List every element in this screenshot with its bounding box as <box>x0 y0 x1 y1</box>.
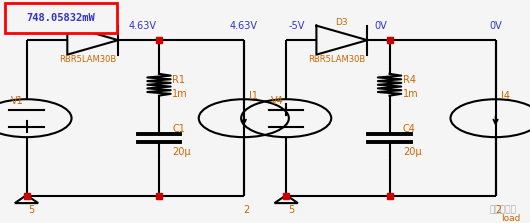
Text: R4: R4 <box>403 75 416 85</box>
Text: 5: 5 <box>29 205 35 215</box>
Text: 748.05832mW: 748.05832mW <box>26 13 95 23</box>
Text: 2: 2 <box>495 205 501 215</box>
Text: load: load <box>501 214 520 223</box>
Text: RBR5LAM30B: RBR5LAM30B <box>308 55 365 64</box>
Text: 电路一点通: 电路一点通 <box>490 205 517 214</box>
Text: C1: C1 <box>172 124 185 134</box>
Text: V4: V4 <box>271 97 284 106</box>
Text: C4: C4 <box>403 124 416 134</box>
Text: D1: D1 <box>86 18 99 27</box>
Text: 0V: 0V <box>489 21 502 31</box>
FancyBboxPatch shape <box>5 3 117 33</box>
Text: 4.63V: 4.63V <box>128 21 156 31</box>
Text: -5V: -5V <box>289 21 305 31</box>
Text: 1m: 1m <box>403 89 418 99</box>
Text: 0V: 0V <box>374 21 387 31</box>
Text: 2: 2 <box>243 205 250 215</box>
Text: D3: D3 <box>335 18 348 27</box>
Text: V1: V1 <box>11 97 24 106</box>
Text: 20μ: 20μ <box>172 147 191 157</box>
Text: RBR5LAM30B: RBR5LAM30B <box>59 55 116 64</box>
Text: R1: R1 <box>172 75 185 85</box>
Text: 20μ: 20μ <box>403 147 421 157</box>
Text: 5: 5 <box>288 205 295 215</box>
Text: 4.63V: 4.63V <box>230 21 258 31</box>
Text: 1m: 1m <box>172 89 188 99</box>
Text: I1: I1 <box>249 91 258 101</box>
Text: 5V: 5V <box>29 21 42 31</box>
Text: I4: I4 <box>501 91 510 101</box>
